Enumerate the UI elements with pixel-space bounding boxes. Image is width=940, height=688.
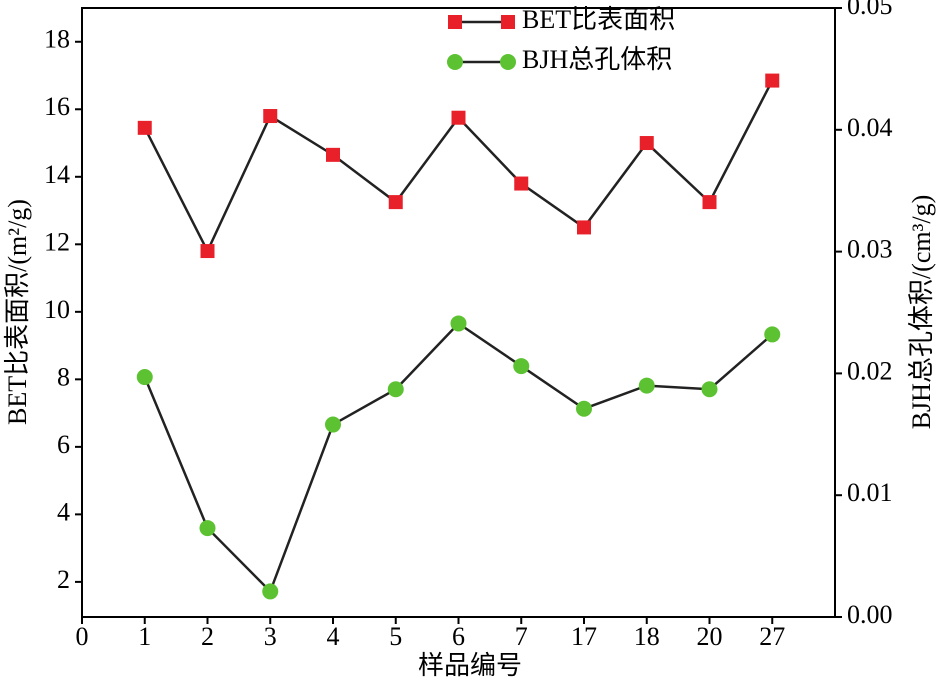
legend-label: BJH总孔体积 — [522, 45, 672, 74]
y-tick-label: 12 — [44, 227, 70, 256]
y-tick-label: 18 — [44, 25, 70, 54]
x-tick-label: 3 — [264, 622, 277, 651]
point — [136, 369, 153, 386]
point — [450, 315, 467, 332]
series-line — [143, 80, 774, 254]
point — [513, 358, 530, 375]
x-tick-label: 7 — [515, 622, 528, 651]
point — [451, 110, 466, 125]
y2-tick-label: 0.03 — [847, 235, 893, 264]
point — [702, 195, 717, 210]
y-tick-label: 2 — [57, 565, 70, 594]
point — [387, 381, 404, 398]
point — [764, 326, 781, 343]
x-tick-label: 27 — [759, 622, 785, 651]
series-line — [143, 321, 774, 594]
plot-frame — [81, 7, 836, 618]
y-tick-label: 8 — [57, 362, 70, 391]
y2-axis-label: BJH总孔体积/(cm³/g) — [907, 195, 936, 430]
y-tick-label: 10 — [44, 295, 70, 324]
point — [576, 400, 592, 417]
point — [325, 416, 341, 433]
point — [263, 109, 278, 124]
point — [137, 120, 152, 135]
x-tick-label: 4 — [327, 622, 340, 651]
point — [199, 520, 216, 537]
y2-tick-label: 0.01 — [847, 478, 893, 507]
point — [200, 244, 215, 259]
point — [765, 73, 780, 88]
y-axis-label: BET比表面积/(m²/g) — [3, 199, 32, 425]
x-tick-label: 6 — [452, 622, 465, 651]
x-tick-label: 2 — [201, 622, 214, 651]
x-tick-label: 5 — [389, 622, 402, 651]
y-tick-label: 14 — [44, 160, 70, 189]
y2-tick-label: 0.05 — [847, 0, 893, 20]
x-tick-label: 1 — [138, 622, 151, 651]
y-tick-label: 16 — [44, 92, 70, 121]
y-tick-label: 6 — [57, 430, 70, 459]
y2-tick-label: 0.02 — [847, 356, 893, 385]
point — [701, 381, 718, 398]
point — [514, 176, 529, 191]
x-tick-label: 17 — [571, 622, 597, 651]
y2-tick-label: 0.04 — [847, 113, 893, 142]
y2-tick-label: 0.00 — [847, 600, 893, 629]
point — [638, 377, 655, 394]
point — [262, 583, 279, 600]
x-tick-label: 18 — [634, 622, 660, 651]
y-tick-label: 4 — [57, 497, 70, 526]
x-tick-label: 0 — [76, 622, 89, 651]
point — [326, 147, 340, 162]
point — [388, 195, 403, 210]
point — [501, 15, 515, 29]
point — [577, 220, 591, 235]
x-axis-label: 样品编号 — [418, 651, 522, 680]
point — [448, 15, 462, 29]
point — [447, 54, 463, 70]
point — [639, 136, 654, 151]
x-tick-label: 20 — [697, 622, 723, 651]
legend-label: BET比表面积 — [522, 5, 675, 34]
point — [500, 54, 516, 70]
